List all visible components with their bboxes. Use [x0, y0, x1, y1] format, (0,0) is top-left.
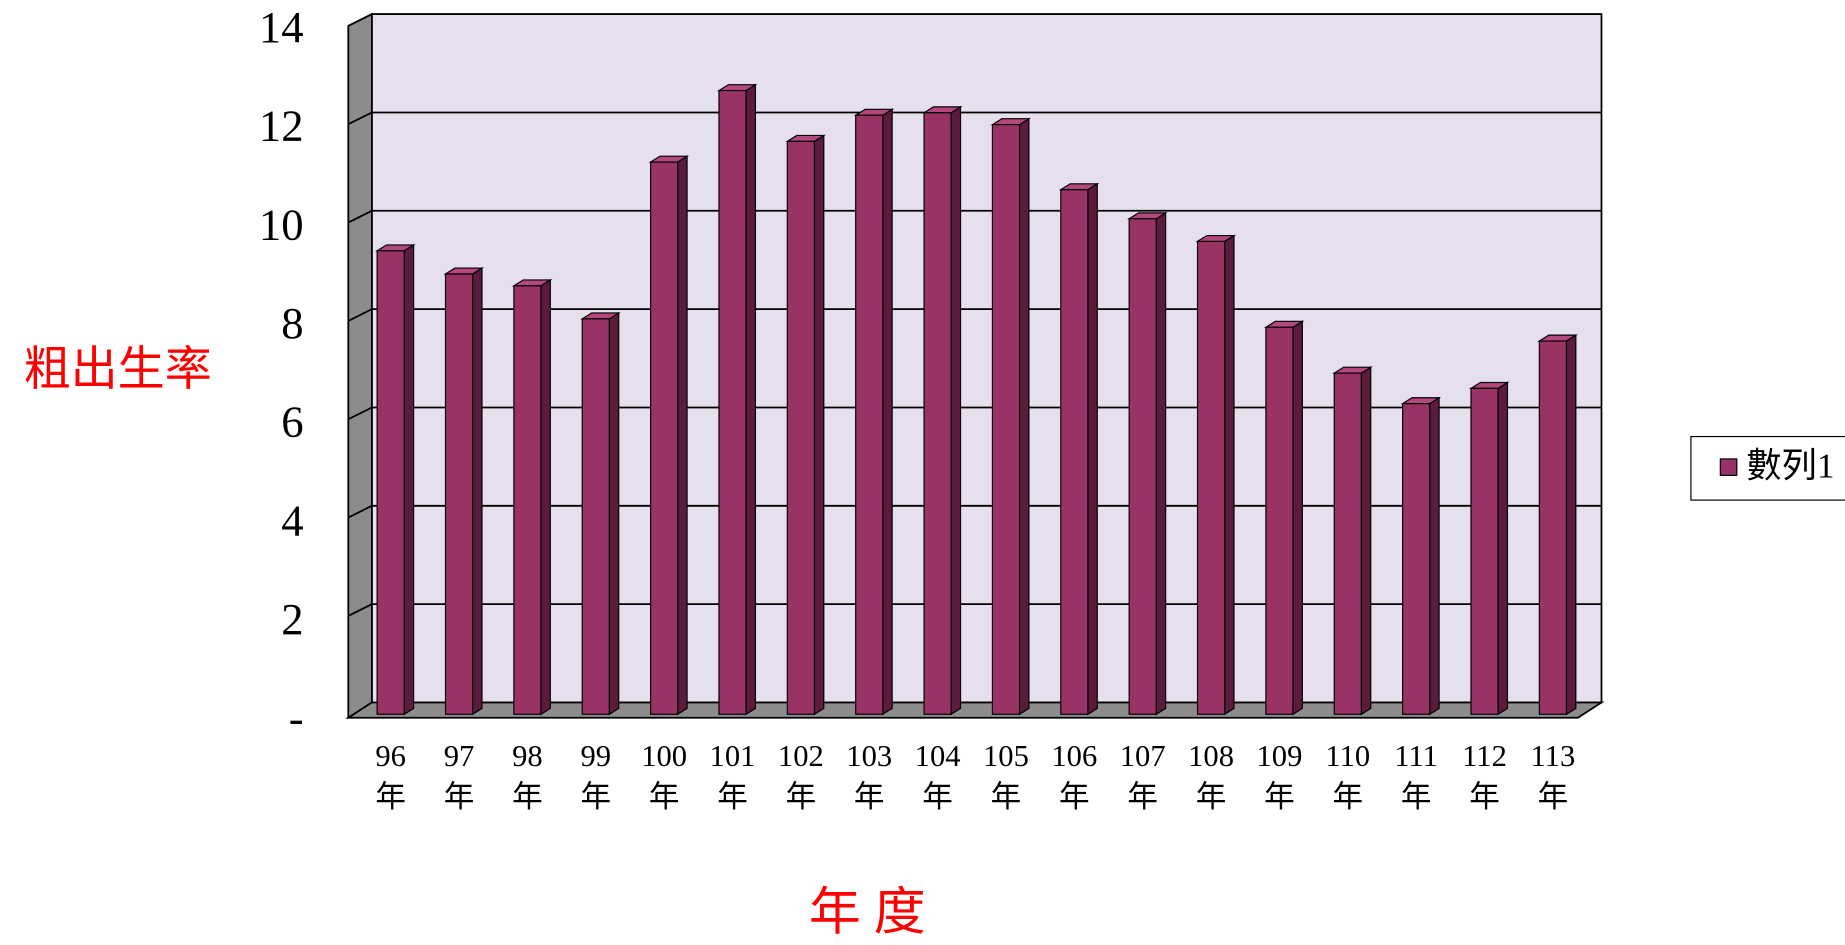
- bar-front: [1538, 340, 1568, 715]
- x-tick-label: 107 年: [1120, 739, 1166, 814]
- x-tick-label: 102 年: [778, 739, 824, 814]
- x-tick-label: 111 年: [1394, 739, 1438, 814]
- bar-front: [1470, 387, 1499, 715]
- grid-line: [347, 209, 1602, 224]
- bar-front: [1333, 372, 1362, 715]
- bar-side: [403, 243, 415, 716]
- bar-front: [855, 114, 884, 715]
- x-tick-label: 105 年: [983, 739, 1029, 814]
- bar: [1468, 381, 1510, 716]
- bar-side: [608, 311, 620, 716]
- bar: [375, 243, 416, 716]
- y-tick-label: 4: [281, 495, 303, 545]
- grid-line: [347, 111, 1602, 126]
- bar-side: [540, 278, 551, 716]
- bar: [1263, 320, 1305, 716]
- grid-line: [347, 13, 1602, 27]
- x-tick-label: 113 年: [1531, 739, 1576, 814]
- bar: [1537, 334, 1578, 716]
- bar-front: [581, 318, 610, 715]
- bar: [1058, 182, 1100, 716]
- y-tick-label: 10: [259, 199, 304, 249]
- bar-side: [882, 108, 893, 716]
- side-wall: [347, 12, 373, 720]
- grid-line: [347, 504, 1602, 519]
- bar-front: [444, 273, 474, 715]
- x-tick-label: 98 年: [512, 739, 543, 814]
- bar-side: [1565, 334, 1577, 716]
- bar: [580, 311, 621, 716]
- x-axis-title: 年 度: [809, 885, 925, 942]
- bar-front: [1402, 403, 1431, 715]
- bar: [648, 155, 690, 716]
- bar: [1195, 234, 1237, 716]
- bar-side: [1292, 320, 1303, 716]
- x-tick-label: 108 年: [1188, 739, 1234, 814]
- x-tick-label: 96 年: [375, 739, 406, 814]
- bar-side: [471, 267, 483, 716]
- bar-front: [1128, 218, 1157, 715]
- grid-line: [347, 308, 1602, 322]
- bar: [511, 278, 553, 716]
- x-tick-label: 104 年: [915, 739, 961, 814]
- y-tick-label: 2: [281, 594, 303, 644]
- bar-side: [677, 155, 688, 716]
- legend-box: [1690, 435, 1845, 501]
- y-axis-title: 粗出生率: [24, 344, 212, 396]
- bar: [853, 108, 895, 716]
- y-tick-label: 6: [281, 397, 303, 447]
- x-tick-label: 110 年: [1325, 739, 1370, 814]
- y-tick-label: -: [289, 693, 304, 743]
- y-tick-label: 12: [259, 101, 304, 151]
- bar: [1127, 211, 1168, 716]
- x-tick-label: 97 年: [444, 739, 475, 814]
- bar-front: [1265, 326, 1294, 715]
- x-tick-label: 106 年: [1051, 739, 1097, 814]
- bar-front: [376, 250, 405, 715]
- bar-side: [950, 105, 962, 716]
- bar: [922, 105, 963, 716]
- bar-front: [650, 161, 679, 715]
- bar-side: [1360, 366, 1372, 716]
- bar-front: [1196, 240, 1226, 715]
- chart-body: 粗出生率 年 度 - 2 4 6 8 10 12 14 96 年 97 年 98 年 99 年 100 年 101 年…: [24, 2, 1845, 942]
- bar: [990, 117, 1031, 716]
- bar-front: [513, 285, 542, 715]
- grid-line: [347, 406, 1602, 421]
- bar-front: [786, 140, 815, 715]
- bar-front: [718, 89, 747, 715]
- bar-side: [813, 134, 825, 716]
- legend-label: 數列1: [1746, 447, 1834, 486]
- bar-front: [991, 123, 1021, 715]
- bar: [443, 267, 485, 716]
- x-tick-label: 109 年: [1256, 739, 1302, 814]
- bar-side: [1087, 182, 1098, 716]
- x-tick-label: 103 年: [846, 739, 892, 814]
- bar: [1332, 366, 1373, 716]
- bar-side: [1497, 381, 1509, 716]
- bar: [785, 134, 826, 716]
- bar-front: [923, 112, 952, 715]
- y-tick-label: 8: [281, 298, 303, 348]
- x-tick-label: 100 年: [641, 739, 687, 814]
- bar-side: [1155, 211, 1167, 716]
- x-tick-label: 112 年: [1462, 739, 1507, 814]
- bar-side: [1018, 117, 1030, 716]
- bar-side: [745, 83, 757, 716]
- bar-front: [1060, 189, 1089, 715]
- bar-side: [1224, 234, 1235, 716]
- legend-swatch: [1719, 458, 1738, 476]
- x-tick-label: 99 年: [580, 739, 611, 814]
- bar: [716, 83, 758, 716]
- bar: [1400, 396, 1442, 716]
- bar-side: [1429, 396, 1440, 716]
- y-tick-label: 14: [259, 2, 304, 52]
- grid-line: [347, 603, 1602, 617]
- x-tick-label: 101 年: [710, 739, 756, 814]
